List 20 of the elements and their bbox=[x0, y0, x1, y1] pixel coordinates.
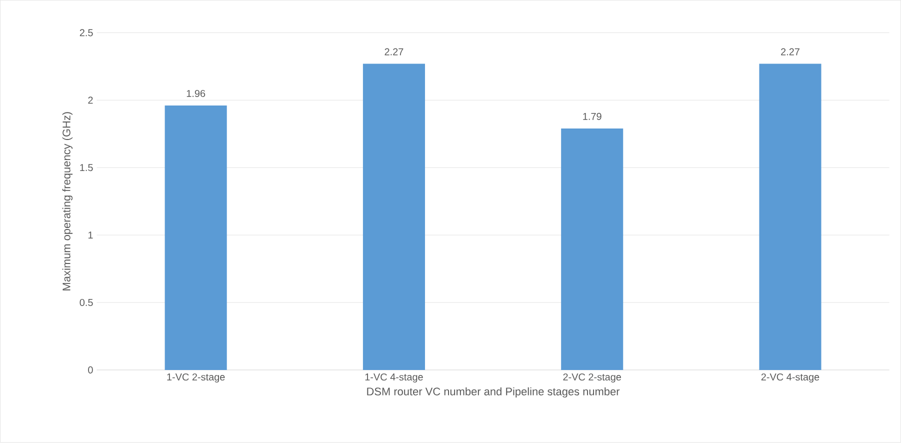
x-tick-label: 2-VC 2-stage bbox=[563, 374, 622, 383]
y-tick-label: 2.5 bbox=[80, 29, 93, 36]
y-tick-label: 1 bbox=[88, 232, 93, 239]
bar bbox=[362, 64, 425, 370]
bar bbox=[561, 128, 624, 370]
data-label: 1.79 bbox=[583, 113, 602, 120]
x-tick-label: 1-VC 4-stage bbox=[365, 374, 423, 383]
x-tick-label: 2-VC 4-stage bbox=[761, 374, 820, 383]
y-tick-label: 2 bbox=[88, 96, 93, 104]
y-tick-label: 1.5 bbox=[80, 164, 93, 172]
x-tick-label: 1-VC 2-stage bbox=[167, 374, 225, 383]
data-label: 2.27 bbox=[781, 48, 800, 56]
y-axis-title: Maximum operating frequency (GHz) bbox=[62, 112, 73, 290]
bar bbox=[759, 64, 822, 370]
bar bbox=[164, 106, 227, 370]
y-tick-label: 0.5 bbox=[80, 299, 93, 306]
y-tick-label: 0 bbox=[88, 366, 93, 374]
data-label: 2.27 bbox=[384, 48, 404, 56]
data-label: 1.96 bbox=[186, 90, 206, 98]
x-axis-title: DSM router VC number and Pipeline stages number bbox=[367, 387, 620, 398]
